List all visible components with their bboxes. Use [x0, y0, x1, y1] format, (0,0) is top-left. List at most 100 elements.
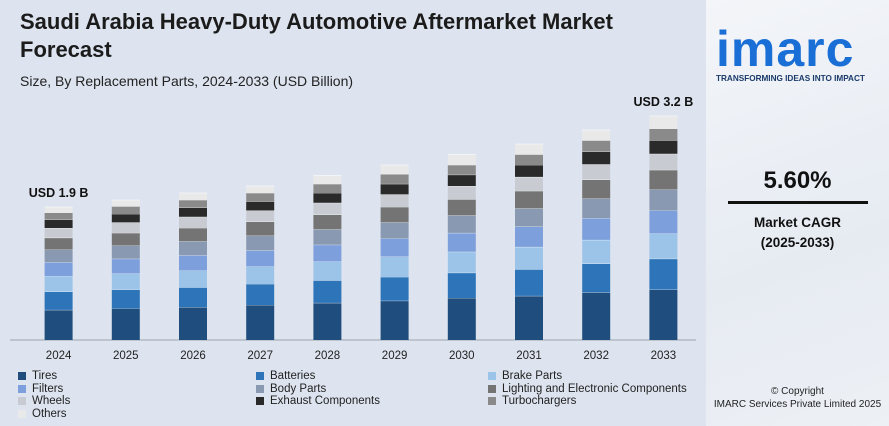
- copyright-block: © Copyright IMARC Services Private Limit…: [706, 385, 889, 411]
- bar-segment: [111, 232, 140, 246]
- bar-segment: [111, 308, 140, 340]
- x-tick-label: 2031: [516, 350, 542, 362]
- x-tick-label: 2033: [651, 350, 677, 362]
- bar-segment: [515, 144, 543, 155]
- legend-label: Body Parts: [270, 382, 327, 395]
- stacked-bar-chart: 2024 USD 1.9 B 2025 2026 2027 2028 2029 2030 203…: [10, 95, 696, 362]
- bar-segment: [582, 179, 611, 199]
- bar-segment: [246, 284, 275, 305]
- bar-segment: [649, 140, 678, 154]
- copyright-line2: IMARC Services Private Limited 2025: [713, 399, 882, 410]
- bar-segment: [447, 272, 476, 298]
- bar-segment: [380, 277, 409, 301]
- bar-segment: [246, 201, 275, 211]
- bar-segment: [515, 246, 543, 270]
- copyright-line1: © Copyright: [771, 386, 824, 397]
- legend-label: Exhaust Components: [270, 395, 380, 407]
- cagr-label: Market CAGR: [753, 215, 842, 230]
- bar-segment: [515, 190, 543, 209]
- bar-segment: [179, 307, 207, 340]
- cagr-divider: [728, 201, 868, 204]
- bar-segment: [447, 251, 476, 273]
- chart-subtitle: Size, By Replacement Parts, 2024-2033 (U…: [20, 73, 354, 89]
- data-label: USD 1.9 B: [29, 186, 89, 200]
- x-tick-label: 2032: [583, 350, 609, 362]
- logo-wordmark: imarc: [716, 21, 855, 77]
- bar-segment: [447, 199, 476, 216]
- bar-segment: [44, 228, 73, 238]
- x-tick-label: 2029: [382, 350, 408, 362]
- bar-segment: [447, 232, 476, 252]
- legend-label: Batteries: [270, 370, 316, 382]
- brand-logo: imarc TRANSFORMING IDEAS INTO IMPACT: [716, 21, 884, 83]
- bar-segment: [44, 212, 73, 220]
- bar-segment: [179, 255, 207, 271]
- chart-title: Saudi Arabia Heavy-Duty Automotive After…: [20, 9, 613, 62]
- bar-segment: [447, 165, 476, 175]
- bar-segment: [179, 287, 207, 308]
- bar-segment: [179, 241, 207, 256]
- bar-segment: [313, 193, 342, 203]
- bar-segment: [179, 193, 207, 200]
- bar-segment: [649, 210, 678, 234]
- bar-segment: [111, 214, 140, 223]
- bar-segment: [649, 128, 678, 141]
- legend-label: Wheels: [32, 395, 71, 407]
- x-tick-label: 2028: [315, 350, 341, 362]
- cagr-value: 5.60%: [763, 167, 832, 194]
- bar-segment: [246, 250, 275, 267]
- bar-segment: [44, 291, 73, 310]
- bar-segment: [44, 207, 73, 213]
- legend-swatch: [18, 372, 26, 380]
- bar-segment: [380, 174, 409, 184]
- data-label: USD 3.2 B: [634, 95, 694, 109]
- bar-segment: [447, 174, 476, 186]
- bar-segment: [515, 165, 543, 177]
- bar-segment: [44, 219, 73, 228]
- bar-segment: [246, 193, 275, 202]
- bar-segment: [111, 273, 140, 290]
- bar-segment: [649, 116, 678, 129]
- legend-label: Others: [32, 407, 67, 420]
- legend-label: Tires: [32, 370, 58, 382]
- bar-segment: [582, 130, 611, 141]
- bar-segment: [380, 238, 409, 257]
- legend-item: Batteries: [256, 370, 315, 382]
- bar-segment: [44, 276, 73, 292]
- legend-item: Body Parts: [256, 383, 326, 395]
- bar-segment: [313, 229, 342, 245]
- chart-panel: Saudi Arabia Heavy-Duty Automotive After…: [10, 9, 696, 420]
- bar-segment: [179, 270, 207, 288]
- bar-segment: [582, 292, 611, 340]
- bar-segment: [246, 210, 275, 222]
- bar-segment: [313, 175, 342, 184]
- bar-segment: [313, 244, 342, 262]
- bar-segment: [246, 305, 275, 340]
- bar-segment: [515, 154, 543, 165]
- bar-segment: [582, 151, 611, 165]
- x-tick-label: 2025: [113, 350, 139, 362]
- legend-item: Exhaust Components: [256, 395, 380, 407]
- bar-segment: [313, 261, 342, 281]
- legend-item: Tires: [18, 370, 57, 382]
- legend-item: Filters: [18, 383, 63, 395]
- bar-segment: [313, 183, 342, 193]
- bar-segment: [44, 249, 73, 263]
- legend-swatch: [18, 384, 26, 393]
- bar-segment: [44, 237, 73, 250]
- bar-segment: [515, 208, 543, 227]
- bar-segment: [313, 280, 342, 303]
- bar-segment: [649, 289, 678, 340]
- cagr-period: (2025-2033): [760, 235, 835, 250]
- bar-segment: [313, 214, 342, 230]
- x-tick-label: 2024: [46, 350, 72, 362]
- bar-segment: [649, 189, 678, 211]
- bar-segment: [111, 222, 140, 233]
- bar-segment: [44, 309, 73, 340]
- bar-segment: [179, 207, 207, 217]
- bar-segment: [179, 216, 207, 228]
- legend-item: Others: [18, 408, 67, 420]
- legend-item: Brake Parts: [488, 370, 562, 382]
- bar-segment: [447, 298, 476, 340]
- bar-segment: [582, 239, 611, 264]
